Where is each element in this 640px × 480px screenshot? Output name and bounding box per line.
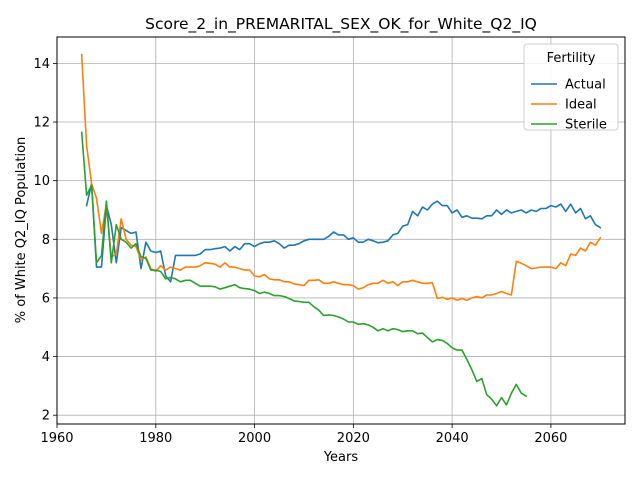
legend-label-sterile: Sterile — [565, 118, 607, 133]
x-tick-label: 2060 — [534, 431, 567, 446]
y-tick-label: 14 — [33, 57, 50, 72]
y-tick-label: 6 — [42, 291, 50, 306]
y-axis-label: % of White Q2_IQ Population — [14, 137, 29, 324]
legend-label-actual: Actual — [565, 78, 606, 93]
y-tick-label: 12 — [33, 116, 50, 131]
y-tick-label: 10 — [33, 174, 50, 189]
legend: Fertility Actual Ideal Sterile — [524, 44, 618, 133]
y-tick-label: 4 — [42, 350, 50, 365]
x-tick-label: 1980 — [139, 431, 172, 446]
x-axis-label: Years — [323, 450, 359, 465]
x-tick-label: 2020 — [337, 431, 370, 446]
x-tick-label: 2040 — [436, 431, 469, 446]
x-tick-label: 1960 — [40, 431, 73, 446]
y-tick-label: 2 — [42, 409, 50, 424]
y-tick-label: 8 — [42, 233, 50, 248]
chart-title: Score_2_in_PREMARITAL_SEX_OK_for_White_Q… — [145, 15, 537, 34]
legend-title: Fertility — [547, 51, 596, 66]
x-tick-label: 2000 — [238, 431, 271, 446]
legend-label-ideal: Ideal — [565, 98, 597, 113]
